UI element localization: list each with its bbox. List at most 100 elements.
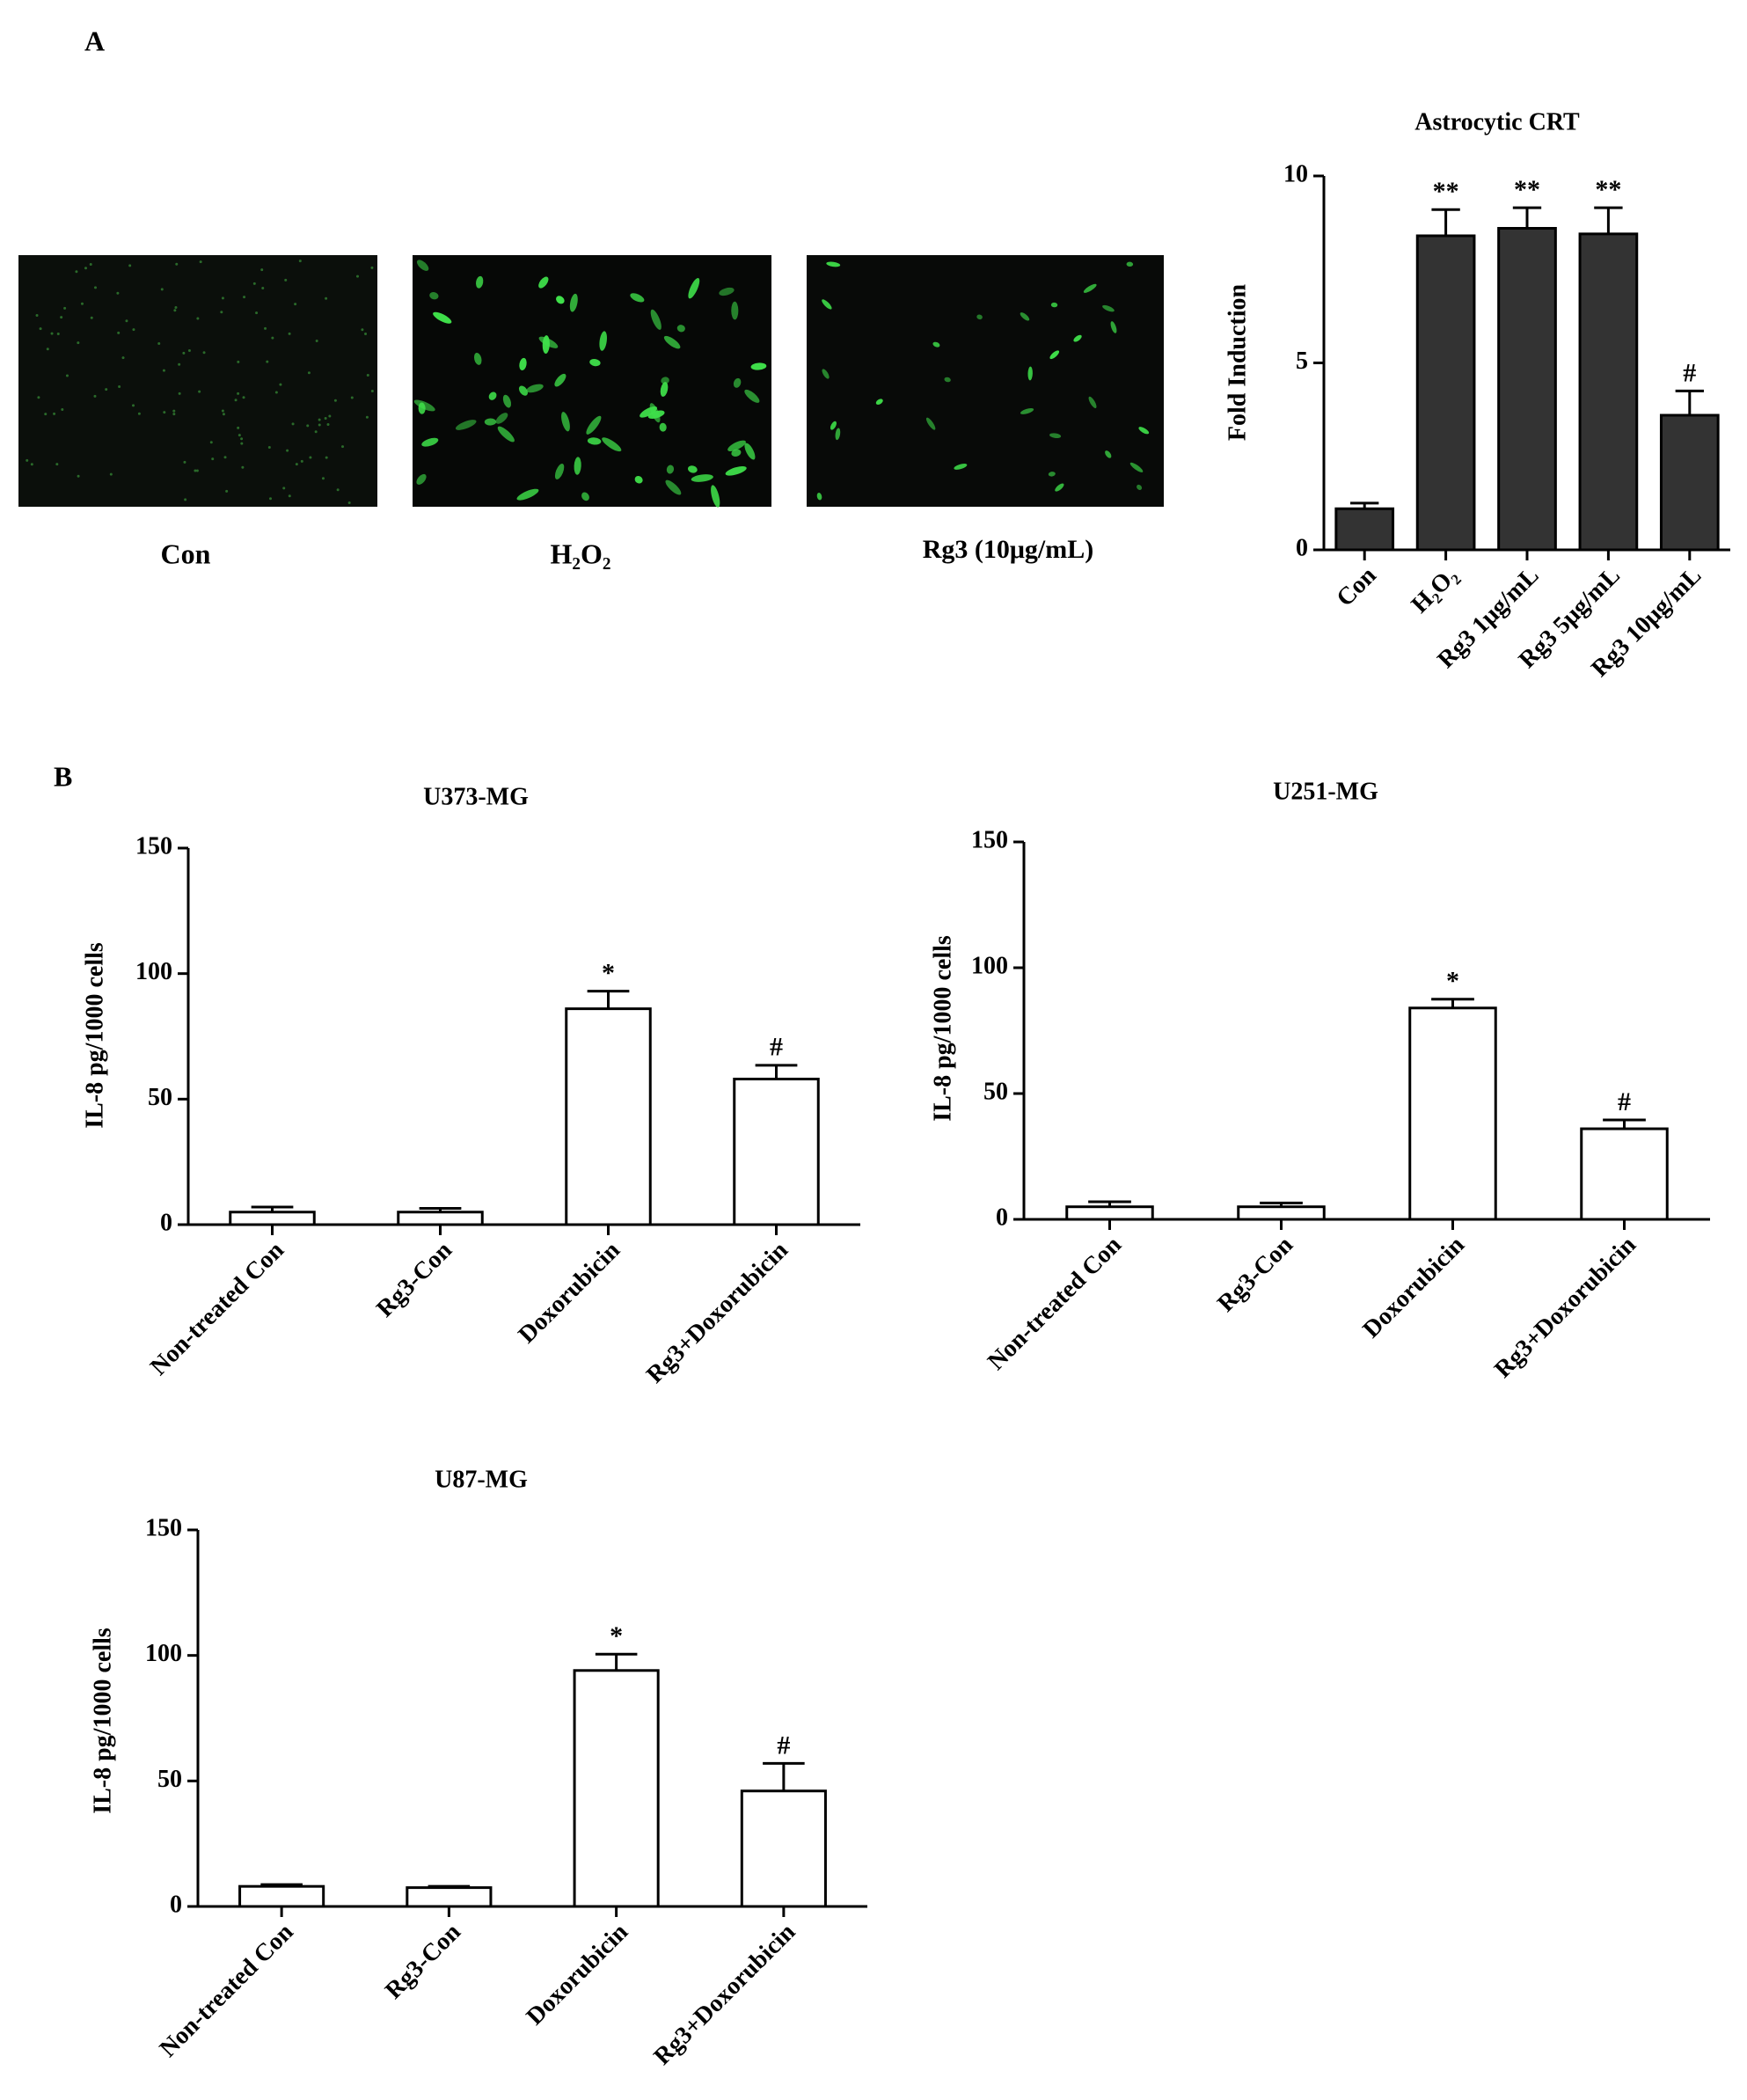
cell: [65, 374, 69, 377]
cell: [225, 489, 229, 493]
cell: [687, 465, 698, 473]
cell: [1020, 407, 1034, 414]
chart-title: U87-MG: [435, 1466, 528, 1493]
cell: [30, 463, 33, 466]
x-tick-label: Non-treated Con: [155, 1918, 299, 2062]
cell: [37, 396, 40, 399]
cell: [291, 422, 295, 426]
cell: [223, 456, 227, 459]
image-caption: Con: [161, 538, 211, 569]
significance-label: *: [1446, 967, 1459, 996]
cell: [237, 426, 240, 429]
cell: [341, 445, 345, 449]
cell: [370, 266, 374, 269]
cell: [222, 413, 225, 416]
cell: [89, 262, 92, 266]
cell: [875, 399, 883, 405]
cell: [666, 465, 675, 474]
cell: [731, 449, 742, 457]
cell: [172, 413, 176, 416]
cell: [569, 293, 578, 312]
cell: [1129, 462, 1144, 472]
cell: [1102, 304, 1115, 312]
cell: [587, 437, 602, 445]
cell: [691, 474, 713, 482]
cell: [416, 260, 429, 271]
cell: [561, 412, 570, 432]
cell: [429, 292, 439, 300]
cell: [318, 423, 321, 427]
cell: [90, 316, 93, 319]
y-axis-label: IL-8 pg/1000 cells: [929, 935, 956, 1122]
cell: [274, 391, 278, 394]
cell: [1020, 312, 1030, 321]
y-tick-label: 0: [996, 1204, 1008, 1231]
cell: [172, 409, 176, 413]
cell: [183, 460, 186, 464]
y-tick-label: 150: [971, 826, 1008, 853]
cell: [661, 377, 669, 384]
cell: [211, 457, 215, 461]
cell: [364, 333, 368, 336]
cell: [252, 282, 256, 285]
cell: [209, 441, 213, 444]
y-axis-label: IL-8 pg/1000 cells: [89, 1628, 116, 1814]
cell: [199, 260, 202, 264]
cell: [242, 396, 245, 399]
cell: [711, 485, 720, 508]
cell: [314, 430, 318, 434]
cell: [175, 262, 179, 266]
cell: [1105, 450, 1112, 458]
cell: [421, 437, 439, 447]
bar: [733, 1078, 820, 1226]
cell: [309, 456, 312, 459]
cell: [55, 463, 59, 466]
cell: [50, 332, 54, 335]
cell: [586, 415, 602, 435]
cell: [46, 348, 49, 351]
cell: [315, 340, 318, 343]
cell: [132, 328, 135, 332]
bar: [740, 1789, 827, 1908]
cell: [581, 492, 589, 501]
bar: [1408, 1006, 1497, 1221]
cell: [240, 442, 244, 445]
cell: [241, 465, 245, 469]
y-axis-label: IL-8 pg/1000 cells: [81, 942, 108, 1129]
cell: [238, 434, 241, 437]
cell: [574, 457, 581, 475]
cell: [294, 303, 297, 306]
cell: [542, 335, 550, 355]
cell: [195, 469, 199, 472]
micrograph: [413, 255, 771, 507]
cell: [932, 341, 940, 348]
cell: [77, 341, 80, 345]
cell: [733, 377, 742, 388]
cell: [663, 335, 681, 349]
cell: [602, 437, 622, 452]
y-tick-label: 150: [145, 1514, 182, 1541]
cell: [822, 369, 830, 379]
cell: [326, 423, 330, 427]
cell: [182, 351, 186, 355]
cell: [157, 342, 161, 346]
x-tick-label: Rg3+Doxorubicin: [648, 1918, 800, 2070]
cell: [1137, 484, 1143, 491]
cell: [264, 326, 267, 330]
cell: [178, 391, 181, 395]
cell: [318, 418, 321, 421]
cell: [495, 413, 508, 424]
significance-label: **: [1595, 175, 1621, 204]
cell: [325, 296, 328, 300]
cell: [240, 437, 244, 441]
cell: [128, 264, 132, 267]
y-tick-label: 0: [160, 1209, 172, 1236]
cell: [63, 306, 67, 310]
x-tick-label: Rg3+Doxorubicin: [1489, 1231, 1641, 1383]
cell: [132, 404, 135, 407]
cell: [660, 382, 669, 397]
cell: [202, 351, 206, 355]
chart-title: U373-MG: [423, 783, 529, 810]
bar: [573, 1669, 660, 1908]
cell: [1048, 472, 1056, 477]
